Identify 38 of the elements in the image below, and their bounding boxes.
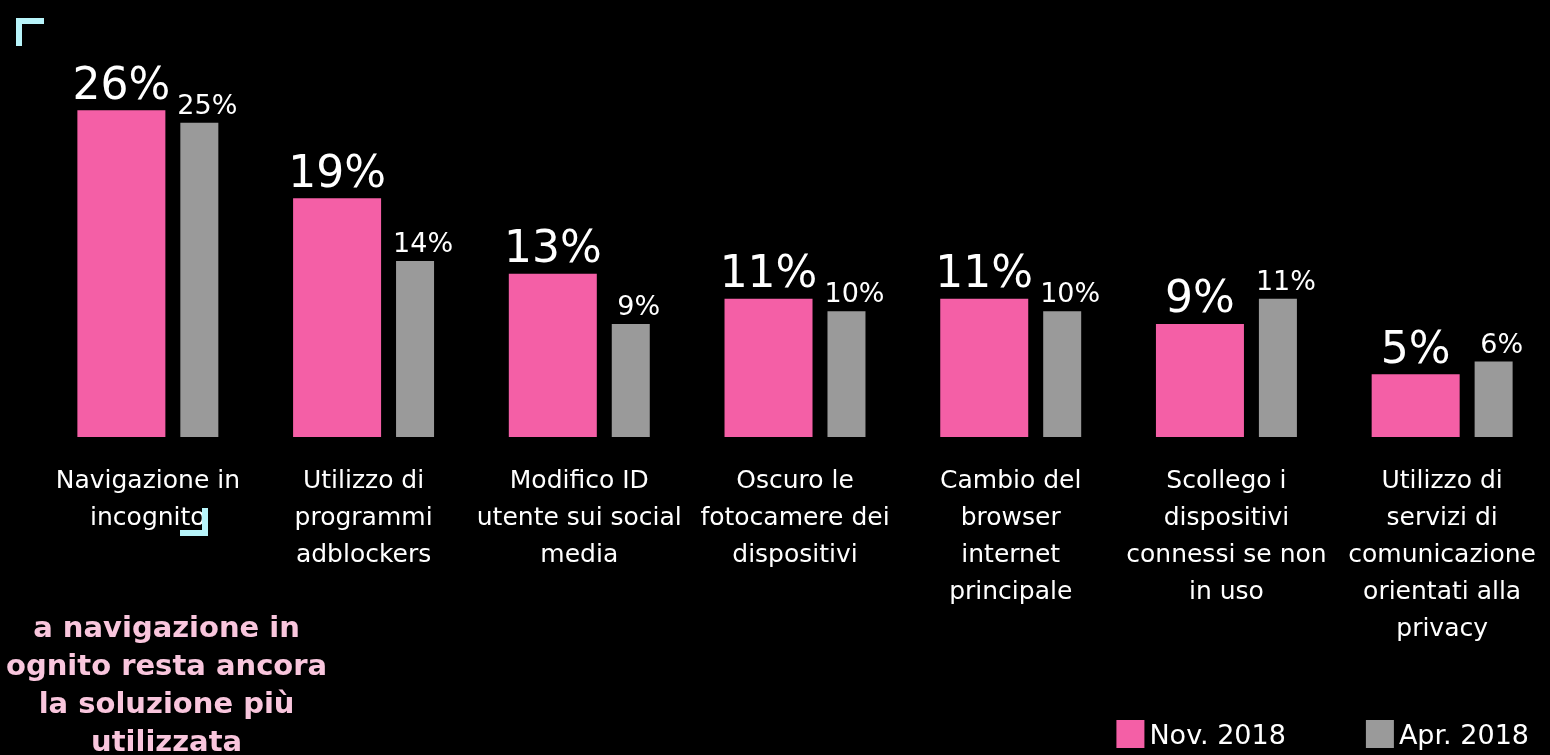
x-tick-label: Cambio del browser internet principale bbox=[940, 465, 1082, 605]
data-label: 11% bbox=[719, 246, 818, 298]
bar bbox=[1043, 311, 1082, 437]
bar bbox=[1371, 374, 1460, 437]
data-label: 6% bbox=[1480, 327, 1524, 359]
bar bbox=[1474, 361, 1513, 437]
bar bbox=[940, 298, 1029, 437]
bar bbox=[396, 261, 435, 437]
bar bbox=[1258, 298, 1297, 437]
bar bbox=[1155, 323, 1244, 437]
bar bbox=[293, 198, 382, 437]
bar bbox=[180, 122, 219, 437]
legend-label: Apr. 2018 bbox=[1398, 718, 1529, 750]
data-label: 19% bbox=[288, 145, 386, 197]
data-label: 10% bbox=[824, 277, 885, 309]
data-label: 10% bbox=[1040, 277, 1101, 309]
data-label: 5% bbox=[1380, 321, 1451, 373]
x-tick-label: Modifico ID utente sui social media bbox=[476, 465, 682, 568]
legend-label: Nov. 2018 bbox=[1149, 718, 1286, 750]
data-label: 11% bbox=[935, 246, 1034, 298]
bar bbox=[724, 298, 813, 437]
data-label: 9% bbox=[617, 289, 661, 321]
bar bbox=[508, 273, 597, 437]
bar bbox=[611, 323, 650, 437]
x-tick-label: Navigazione in incognito bbox=[55, 465, 240, 531]
data-label: 25% bbox=[177, 88, 238, 120]
bar bbox=[827, 311, 866, 437]
text: a navigazione in ognito resta ancora la soluzione più utilizzata bbox=[6, 609, 328, 755]
data-label: 26% bbox=[72, 57, 171, 109]
data-label: 14% bbox=[393, 227, 454, 259]
data-label: 11% bbox=[1255, 264, 1316, 296]
x-tick-label: Utilizzo di servizi di comunicazione orientati alla privacy bbox=[1348, 465, 1536, 642]
x-tick-label: Scollego i dispositivi connessi se non in uso bbox=[1126, 465, 1327, 605]
bar bbox=[77, 110, 166, 437]
data-label: 9% bbox=[1165, 271, 1235, 323]
x-tick-label: Oscuro le fotocamere dei dispositivi bbox=[700, 465, 890, 568]
x-tick-label: Utilizzo di programmi adblockers bbox=[294, 465, 433, 568]
data-label: 13% bbox=[503, 221, 602, 273]
